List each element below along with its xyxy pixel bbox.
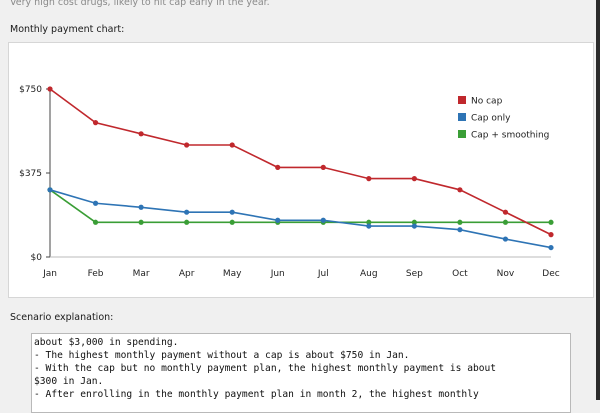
data-point [92, 120, 99, 126]
legend-swatch [458, 113, 466, 121]
data-point [502, 209, 509, 215]
explanation-line: $300 in Jan. [34, 376, 104, 387]
data-point [411, 223, 417, 229]
x-tick-label: Oct [452, 269, 468, 279]
explanation-line: - With the cap but no monthly payment pl… [34, 363, 497, 374]
data-point [457, 227, 463, 233]
data-point [411, 176, 417, 182]
window-edge [596, 0, 600, 400]
data-point [229, 209, 235, 215]
scenario-description: Very high cost drugs, likely to hit cap … [10, 0, 270, 8]
x-tick-label: Apr [179, 269, 195, 279]
data-point [138, 131, 144, 137]
data-point [320, 217, 326, 223]
series-line-cap-only [49, 189, 552, 249]
data-point [184, 219, 190, 225]
data-point [275, 217, 281, 223]
data-point [47, 187, 53, 193]
data-point [548, 244, 554, 251]
x-tick-label: Jun [270, 269, 285, 279]
data-point [184, 142, 190, 148]
x-tick-label: Mar [133, 269, 150, 279]
explanation-line: - The highest monthly payment without a … [34, 350, 410, 361]
x-tick-label: Jan [42, 269, 57, 279]
data-point [366, 223, 372, 229]
x-tick-label: Nov [497, 269, 515, 279]
data-point [320, 164, 326, 170]
data-point [138, 204, 144, 210]
data-point [92, 200, 99, 206]
data-point [548, 219, 554, 225]
legend-swatch [458, 96, 466, 104]
x-tick-label: Sep [406, 269, 423, 279]
legend-label: Cap only [471, 114, 511, 124]
data-point [184, 209, 190, 215]
chart-panel: $0 $375 $750 Jan Feb Mar Apr May Jun Jul Aug Sep Oct… [8, 42, 594, 298]
data-point [502, 236, 509, 242]
y-tick-label: $0 [31, 253, 43, 263]
monthly-payment-chart: $0 $375 $750 Jan Feb Mar Apr May Jun Jul Aug Sep Oct… [19, 85, 560, 279]
legend-swatch [458, 130, 466, 138]
data-point [229, 219, 235, 225]
data-point [275, 164, 281, 170]
data-point [366, 176, 372, 182]
x-tick-label: May [223, 269, 242, 279]
explanation-line: about $3,000 in spending. [34, 337, 179, 348]
data-point [92, 219, 99, 225]
legend-label: Cap + smoothing [471, 131, 549, 141]
data-point [457, 187, 463, 193]
data-point [366, 219, 372, 225]
x-tick-label: Jul [317, 269, 329, 279]
data-point [229, 142, 235, 148]
y-tick-label: $375 [19, 169, 42, 179]
chart-section-label: Monthly payment chart: [10, 24, 125, 35]
data-point [411, 219, 417, 225]
x-tick-label: Dec [542, 269, 559, 279]
x-tick-label: Feb [88, 269, 104, 279]
legend-label: No cap [471, 97, 503, 107]
data-point [502, 219, 509, 225]
series-line-cap-smoothing [49, 189, 551, 224]
scenario-explanation-textarea[interactable]: about $3,000 in spending. - The highest m… [31, 333, 571, 413]
data-point [47, 86, 53, 92]
series-line-no-cap [49, 88, 552, 236]
explanation-line: - After enrolling in the monthly payment… [34, 389, 479, 400]
y-tick-label: $750 [19, 85, 42, 95]
data-point [138, 219, 144, 225]
x-tick-label: Aug [360, 269, 378, 279]
data-point [457, 219, 463, 225]
data-point [548, 232, 554, 238]
explanation-section-label: Scenario explanation: [10, 312, 114, 323]
